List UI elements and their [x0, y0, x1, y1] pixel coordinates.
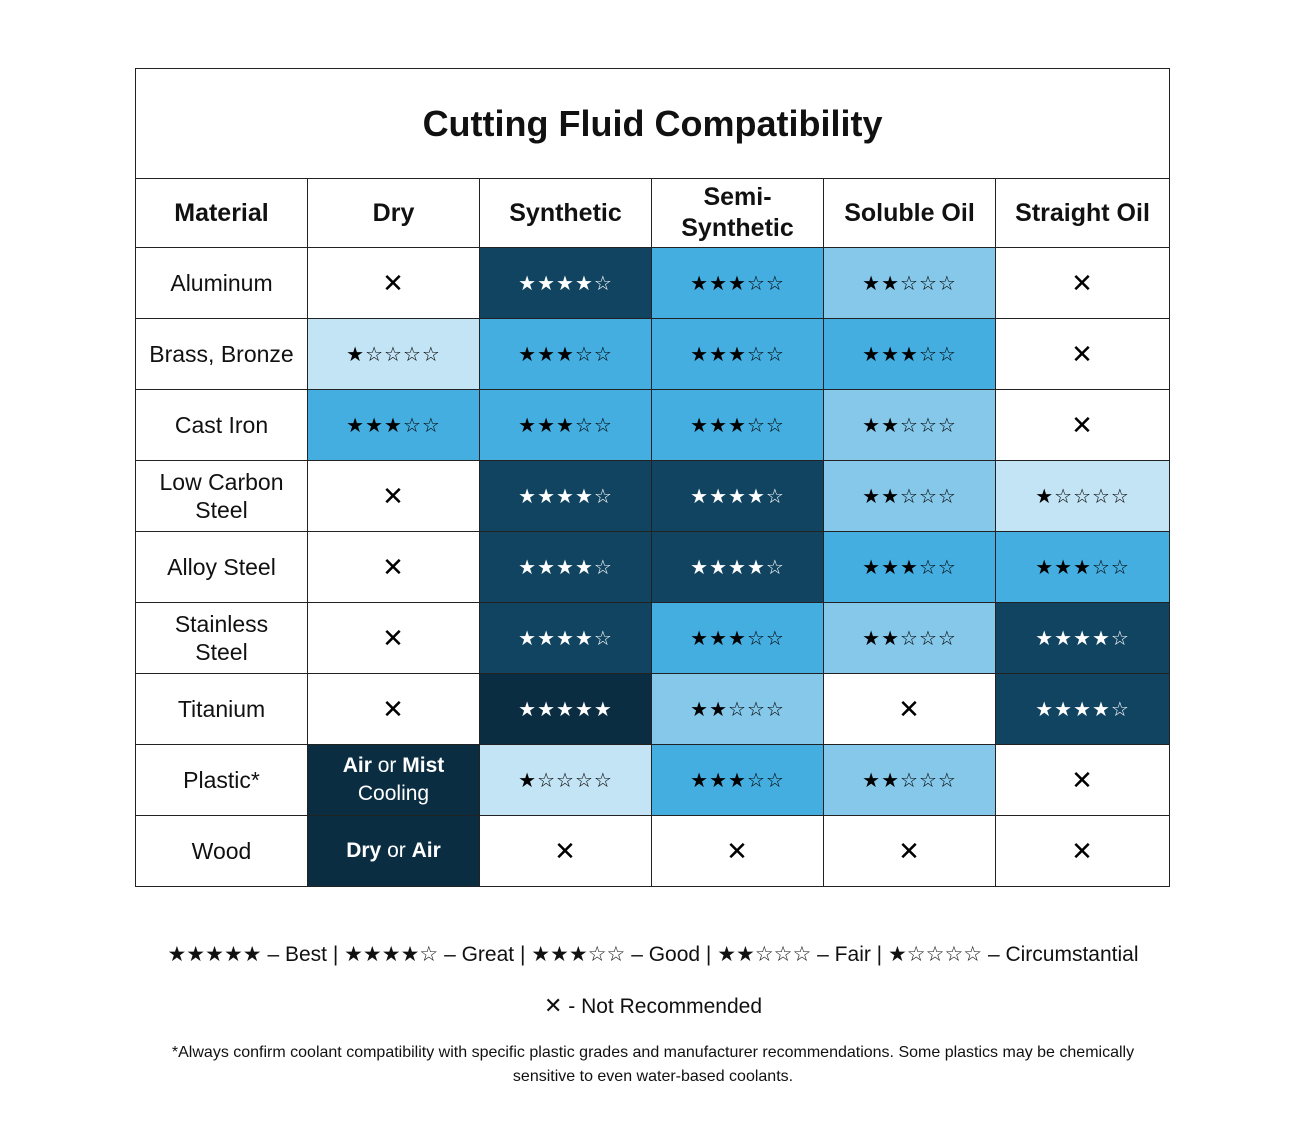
not-recommended-icon: ✕	[994, 247, 1171, 319]
star-rating-cell: ★★★☆☆	[651, 744, 824, 816]
star-rating-cell: ★★★☆☆	[651, 389, 824, 461]
method-note-cell: Dry or Air	[307, 815, 480, 887]
column-header: Dry	[307, 178, 480, 248]
not-recommended-icon: ✕	[651, 815, 824, 887]
not-recommended-icon: ✕	[307, 247, 480, 319]
table-row: Wood Dry or Air ✕ ✕ ✕ ✕	[135, 815, 1171, 887]
star-rating-cell: ★★☆☆☆	[823, 744, 996, 816]
column-header: Synthetic	[479, 178, 652, 248]
compatibility-table: Cutting Fluid Compatibility Material Dry S…	[134, 68, 1171, 887]
star-rating-cell: ★★★★★	[479, 673, 652, 745]
table-row: Brass, Bronze ★☆☆☆☆ ★★★☆☆ ★★★☆☆ ★★★☆☆ ✕	[135, 318, 1171, 390]
column-header: Semi- Synthetic	[651, 178, 824, 248]
star-rating-cell: ★★☆☆☆	[823, 389, 996, 461]
not-recommended-icon: ✕	[994, 318, 1171, 390]
table-row: Alloy Steel ✕ ★★★★☆ ★★★★☆ ★★★☆☆ ★★★☆☆	[135, 531, 1171, 603]
not-recommended-icon: ✕	[994, 389, 1171, 461]
star-rating-cell: ★★★★☆	[994, 673, 1171, 745]
not-recommended-icon: ✕	[994, 815, 1171, 887]
material-cell: Alloy Steel	[135, 531, 308, 603]
not-recommended-icon: ✕	[994, 744, 1171, 816]
star-rating-cell: ★★☆☆☆	[823, 602, 996, 674]
star-rating-cell: ★★★☆☆	[823, 318, 996, 390]
x-mark-icon: ✕	[543, 993, 563, 1018]
material-cell: Brass, Bronze	[135, 318, 308, 390]
star-rating-cell: ★★★☆☆	[651, 602, 824, 674]
star-rating-cell: ★★★★☆	[651, 531, 824, 603]
table-row: Low Carbon Steel ✕ ★★★★☆ ★★★★☆ ★★☆☆☆ ★☆☆☆☆	[135, 460, 1171, 532]
table-row: Cast Iron ★★★☆☆ ★★★☆☆ ★★★☆☆ ★★☆☆☆ ✕	[135, 389, 1171, 461]
not-recommended-icon: ✕	[307, 602, 480, 674]
star-rating-cell: ★★★☆☆	[479, 318, 652, 390]
material-cell: Plastic*	[135, 744, 308, 816]
not-recommended-icon: ✕	[823, 673, 996, 745]
star-rating-cell: ★★☆☆☆	[823, 247, 996, 319]
column-header: Material	[135, 178, 308, 248]
star-rating-cell: ★★★☆☆	[994, 531, 1171, 603]
star-rating-cell: ★☆☆☆☆	[994, 460, 1171, 532]
star-rating-cell: ★★★☆☆	[651, 247, 824, 319]
material-cell: Stainless Steel	[135, 602, 308, 674]
star-rating-cell: ★★☆☆☆	[823, 460, 996, 532]
table-body: Aluminum ✕ ★★★★☆ ★★★☆☆ ★★☆☆☆ ✕ Brass, Bronze ★☆…	[135, 247, 1171, 887]
table-row: Stainless Steel ✕ ★★★★☆ ★★★☆☆ ★★☆☆☆ ★★★★☆	[135, 602, 1171, 674]
star-rating-cell: ★☆☆☆☆	[307, 318, 480, 390]
not-recommended-icon: ✕	[823, 815, 996, 887]
not-recommended-icon: ✕	[307, 531, 480, 603]
material-cell: Titanium	[135, 673, 308, 745]
material-cell: Aluminum	[135, 247, 308, 319]
not-recommended-icon: ✕	[307, 673, 480, 745]
material-cell: Wood	[135, 815, 308, 887]
column-header: Soluble Oil	[823, 178, 996, 248]
star-rating-cell: ★★★☆☆	[479, 389, 652, 461]
star-rating-cell: ★★★☆☆	[307, 389, 480, 461]
star-rating-cell: ★★★☆☆	[823, 531, 996, 603]
star-rating-cell: ★★★★☆	[479, 247, 652, 319]
not-recommended-legend: ✕ - Not Recommended	[0, 993, 1306, 1019]
not-recommended-icon: ✕	[479, 815, 652, 887]
not-recommended-icon: ✕	[307, 460, 480, 532]
star-rating-cell: ★★★☆☆	[651, 318, 824, 390]
star-rating-cell: ★★★★☆	[994, 602, 1171, 674]
star-rating-cell: ★☆☆☆☆	[479, 744, 652, 816]
chart-title: Cutting Fluid Compatibility	[134, 68, 1171, 179]
material-cell: Cast Iron	[135, 389, 308, 461]
not-recommended-label: - Not Recommended	[562, 995, 763, 1018]
star-rating-cell: ★★★★☆	[479, 602, 652, 674]
star-rating-cell: ★★☆☆☆	[651, 673, 824, 745]
table-row: Titanium ✕ ★★★★★ ★★☆☆☆ ✕ ★★★★☆	[135, 673, 1171, 745]
column-header: Straight Oil	[994, 178, 1171, 248]
method-note-cell: Air or Mist Cooling	[307, 744, 480, 816]
star-rating-cell: ★★★★☆	[651, 460, 824, 532]
table-row: Plastic* Air or Mist Cooling ★☆☆☆☆ ★★★☆☆ ★★☆☆…	[135, 744, 1171, 816]
star-rating-cell: ★★★★☆	[479, 531, 652, 603]
table-row: Aluminum ✕ ★★★★☆ ★★★☆☆ ★★☆☆☆ ✕	[135, 247, 1171, 319]
material-cell: Low Carbon Steel	[135, 460, 308, 532]
rating-legend: ★★★★★ – Best | ★★★★☆ – Great | ★★★☆☆ – G…	[167, 943, 1139, 966]
footnote: *Always confirm coolant compatibility wi…	[171, 1044, 1135, 1085]
star-rating-cell: ★★★★☆	[479, 460, 652, 532]
header-row: Material Dry Synthetic Semi- Synthetic Solubl…	[135, 178, 1171, 248]
